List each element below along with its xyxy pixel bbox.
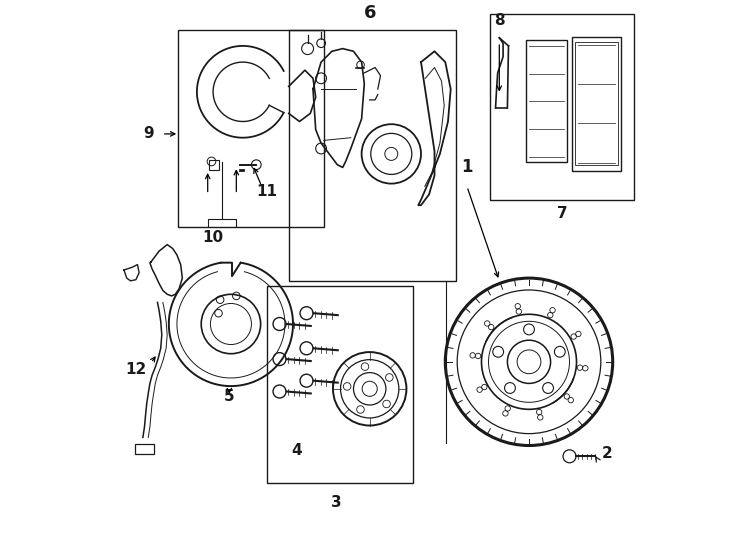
Bar	[267, 286, 413, 483]
Bar	[572, 37, 622, 171]
Text: 11: 11	[257, 184, 277, 199]
Text: 2: 2	[602, 446, 613, 461]
Text: 6: 6	[363, 4, 376, 23]
Bar	[526, 40, 567, 162]
Bar	[209, 160, 219, 170]
Text: 10: 10	[203, 230, 224, 245]
Bar	[490, 14, 634, 200]
Text: 12: 12	[126, 362, 147, 377]
Text: 8: 8	[494, 13, 504, 28]
Text: 1: 1	[461, 158, 473, 177]
Text: 9: 9	[143, 126, 153, 141]
Text: 5: 5	[224, 389, 235, 404]
Text: 7: 7	[557, 206, 568, 221]
Bar	[575, 42, 618, 165]
Bar	[135, 444, 153, 454]
Text: 3: 3	[331, 495, 341, 510]
Bar	[288, 30, 456, 281]
Text: 4: 4	[291, 443, 302, 458]
Bar	[178, 30, 324, 227]
